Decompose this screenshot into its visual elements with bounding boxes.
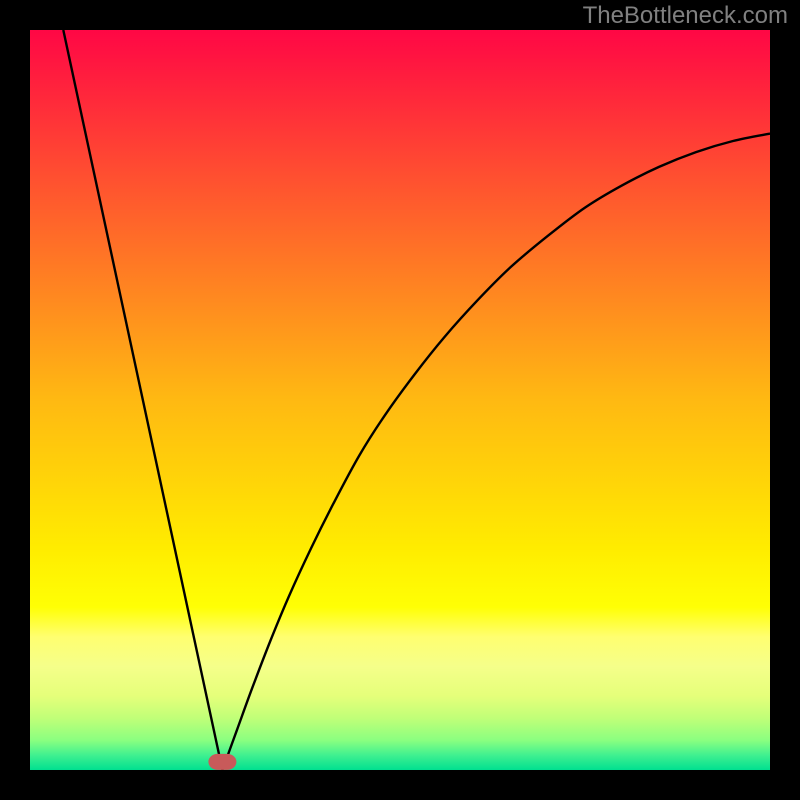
watermark-text: TheBottleneck.com xyxy=(583,2,788,30)
plot-background xyxy=(30,30,770,770)
minimum-marker xyxy=(208,754,236,770)
bottleneck-chart xyxy=(0,0,800,800)
